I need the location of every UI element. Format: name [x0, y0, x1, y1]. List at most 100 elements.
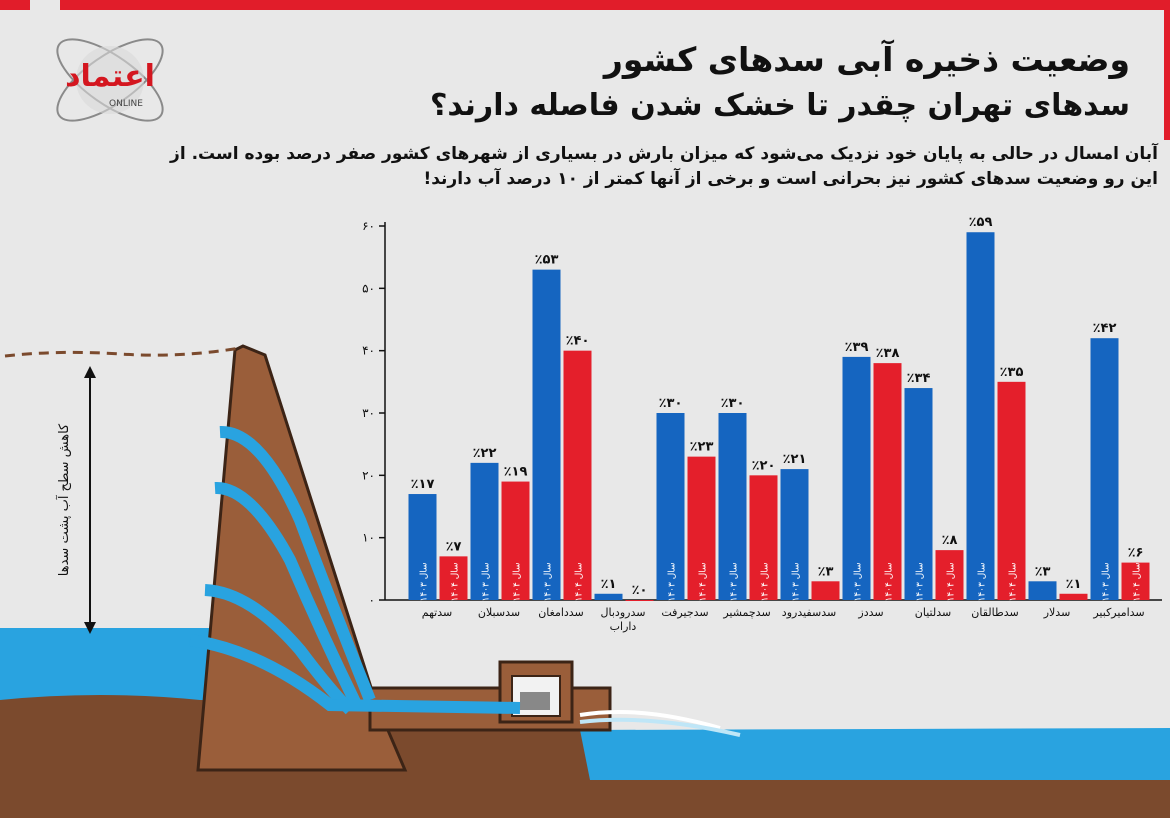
bar-1403	[780, 469, 809, 600]
category-label: داراب	[610, 620, 637, 633]
bar-value-label: ٪۳۹	[845, 340, 869, 355]
bar-year-label: سال ۱۴۰۴	[1009, 562, 1019, 601]
level-drop-label: کاهش سطح آب پشت سدها	[55, 423, 72, 576]
page-title-line2: سدهای تهران چقدر تا خشک شدن فاصله دارند؟	[429, 88, 1130, 123]
bar-1403	[1028, 581, 1057, 600]
water-jet	[579, 717, 741, 737]
bar-1404	[1121, 562, 1150, 600]
bar-year-label: سال ۱۴۰۴	[513, 562, 523, 601]
bar-1403	[1090, 338, 1119, 600]
etemad-logo: اعتماد ONLINE	[56, 38, 164, 122]
top-accent-bar	[0, 0, 30, 10]
bar-year-label: سال ۱۴۰۳	[482, 562, 492, 601]
intro-paragraph: آبان امسال در حالی به پایان خود نزدیک می…	[170, 144, 1158, 189]
bar-value-label: ٪۷	[446, 539, 462, 554]
arrow-head-up	[84, 366, 96, 378]
bar-value-label: ٪۸	[942, 533, 958, 548]
bar-value-label: ٪۴۰	[566, 334, 590, 349]
bar-year-label: سال ۱۴۰۳	[792, 562, 802, 601]
bar-year-label: سال ۱۴۰۴	[885, 562, 895, 601]
bar-year-label: سال ۱۴۰۴	[699, 562, 709, 601]
bar-value-label: ٪۳۴	[907, 371, 931, 386]
bar-year-label: سال ۱۴۰۴	[947, 562, 957, 601]
bar-year-label: سال ۱۴۰۳	[978, 562, 988, 601]
penstock-pipe	[204, 584, 355, 715]
bar-value-label: ٪۰	[632, 583, 648, 598]
bar-1404	[811, 581, 840, 600]
bar-year-label: سال ۱۴۰۴	[451, 562, 461, 601]
bar-1403	[718, 413, 747, 600]
page-title: وضعیت ذخیره آبی سدهای کشور	[603, 40, 1130, 79]
category-label: سددز	[857, 606, 883, 619]
bar-1403	[842, 356, 871, 600]
turbine	[520, 692, 550, 710]
bar-1404	[625, 600, 654, 601]
water-jet	[579, 710, 721, 730]
y-tick-label: ۳۰	[362, 406, 375, 420]
bar-value-label: ٪۱	[1066, 577, 1082, 592]
category-label: سدتهم	[422, 606, 452, 619]
bar-1403	[594, 593, 623, 600]
bar-value-label: ٪۲۰	[752, 458, 776, 473]
bar-value-label: ٪۴۲	[1093, 321, 1117, 336]
arrow-head-down	[84, 622, 96, 634]
bar-value-label: ٪۳۰	[659, 396, 683, 411]
bar-year-label: سال ۱۴۰۳	[544, 562, 554, 601]
category-label: سدجیرفت	[661, 606, 708, 619]
bar-1404	[1059, 593, 1088, 600]
bar-value-label: ٪۱	[601, 577, 617, 592]
category-label: سدلتیان	[915, 606, 951, 619]
bar-value-label: ٪۲۲	[473, 446, 497, 461]
bar-1403	[966, 232, 995, 600]
bar-1404	[749, 475, 778, 600]
bar-value-label: ٪۶	[1128, 546, 1144, 561]
category-label: سددامغان	[538, 606, 584, 619]
top-accent-bar	[60, 0, 1170, 10]
bar-year-label: سال ۱۴۰۳	[668, 562, 678, 601]
bar-value-label: ٪۳۰	[721, 396, 745, 411]
category-label: سدطالقان	[971, 606, 1018, 619]
category-label: سدچمشیر	[722, 606, 770, 619]
bar-year-label: سال ۱۴۰۴	[1133, 562, 1143, 601]
bar-1404	[935, 550, 964, 600]
bar-1404	[563, 350, 592, 600]
bar-value-label: ٪۲۱	[783, 452, 807, 467]
bar-year-label: سال ۱۴۰۴	[761, 562, 771, 601]
side-accent-bar	[1164, 10, 1170, 140]
bar-year-label: سال ۱۴۰۳	[420, 562, 430, 601]
bar-1403	[408, 494, 437, 600]
bar-1403	[532, 269, 561, 600]
category-label: سدلار	[1043, 606, 1071, 619]
y-tick-label: ۴۰	[362, 344, 375, 358]
bar-1404	[439, 556, 468, 600]
bar-value-label: ٪۲۳	[690, 440, 714, 455]
bar-year-label: سال ۱۴۰۳	[854, 562, 864, 601]
bar-value-label: ٪۵۳	[535, 253, 559, 268]
bar-year-label: سال ۱۴۰۳	[730, 562, 740, 601]
bar-1403	[656, 413, 685, 600]
category-label: سدسبلان	[478, 606, 520, 619]
bar-1403	[904, 388, 933, 600]
logo-text: اعتماد	[65, 59, 155, 94]
category-label: سدسفیدرود	[782, 606, 836, 619]
bar-value-label: ٪۵۹	[969, 215, 993, 230]
river-water	[580, 728, 1170, 780]
bar-1404	[687, 456, 716, 600]
bar-1403	[470, 462, 499, 600]
bar-value-label: ٪۱۷	[411, 477, 435, 492]
bar-value-label: ٪۱۹	[504, 465, 528, 480]
penstock-pipe	[189, 634, 521, 714]
logo-subtext: ONLINE	[109, 99, 143, 109]
category-label: سدامیرکبیر	[1092, 606, 1144, 619]
bar-1404	[997, 381, 1026, 600]
penstock-pipe	[219, 426, 376, 703]
reservoir-water	[0, 628, 210, 708]
y-tick-label: ۲۰	[362, 468, 375, 482]
bar-year-label: سال ۱۴۰۳	[1102, 562, 1112, 601]
bar-value-label: ٪۳۵	[1000, 365, 1024, 380]
bar-value-label: ٪۳۸	[876, 346, 900, 361]
